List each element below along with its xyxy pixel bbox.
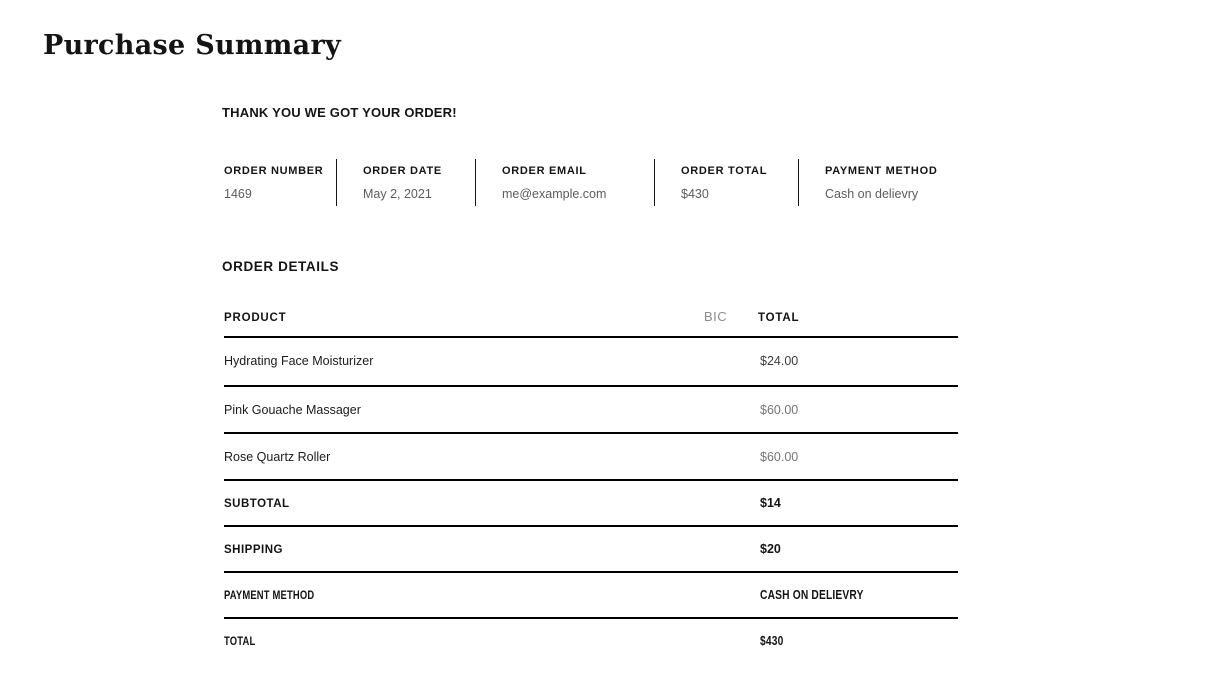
table-row: Pink Gouache Massager $60.00: [224, 387, 958, 434]
order-confirmation-message: THANK YOU WE GOT YOUR ORDER!: [222, 105, 457, 120]
payment-method-row: PAYMENT METHOD CASH ON DELIEVRY: [224, 573, 958, 619]
total-column-header: TOTAL: [758, 312, 800, 324]
stray-text: BIC: [704, 309, 728, 324]
payment-method-label: PAYMENT METHOD: [825, 165, 938, 177]
table-row: Hydrating Face Moisturizer $24.00: [224, 338, 958, 387]
subtotal-value: $14: [760, 496, 781, 510]
total-row-label: TOTAL: [224, 636, 256, 648]
order-total-value: $430: [681, 187, 709, 201]
subtotal-row: SUBTOTAL $14: [224, 481, 958, 527]
order-info-strip: ORDER NUMBER 1469 ORDER DATE May 2, 2021…: [224, 159, 968, 206]
order-details-heading: ORDER DETAILS: [222, 259, 340, 274]
order-email-label: ORDER EMAIL: [502, 165, 587, 177]
product-name: Rose Quartz Roller: [224, 450, 331, 464]
product-name: Hydrating Face Moisturizer: [224, 354, 374, 368]
order-info-payment-method: PAYMENT METHOD Cash on delievry: [798, 159, 968, 206]
page-title: Purchase Summary: [43, 30, 341, 61]
product-column-header: PRODUCT: [224, 312, 287, 324]
product-name: Pink Gouache Massager: [224, 403, 361, 417]
order-email-value: me@example.com: [502, 187, 607, 201]
table-row: Rose Quartz Roller $60.00: [224, 434, 958, 481]
shipping-value: $20: [760, 542, 781, 556]
order-info-total: ORDER TOTAL $430: [654, 159, 798, 206]
order-info-email: ORDER EMAIL me@example.com: [475, 159, 654, 206]
order-details-table: PRODUCT BIC TOTAL Hydrating Face Moistur…: [224, 300, 958, 665]
subtotal-label: SUBTOTAL: [224, 498, 290, 510]
total-row-value: $430: [760, 634, 784, 648]
order-info-number: ORDER NUMBER 1469: [224, 159, 336, 206]
product-price: $60.00: [760, 450, 799, 464]
table-header-row: PRODUCT BIC TOTAL: [224, 300, 958, 338]
order-date-value: May 2, 2021: [363, 187, 432, 201]
product-price: $60.00: [760, 403, 799, 417]
order-number-value: 1469: [224, 187, 252, 201]
payment-method-value: Cash on delievry: [825, 187, 919, 201]
order-total-label: ORDER TOTAL: [681, 165, 768, 177]
shipping-row: SHIPPING $20: [224, 527, 958, 573]
order-number-label: ORDER NUMBER: [224, 165, 324, 177]
payment-method-row-label: PAYMENT METHOD: [224, 590, 315, 602]
payment-method-row-value: CASH ON DELIEVRY: [760, 588, 864, 602]
shipping-label: SHIPPING: [224, 544, 283, 556]
product-price: $24.00: [760, 354, 799, 368]
total-row: TOTAL $430: [224, 619, 958, 665]
order-date-label: ORDER DATE: [363, 165, 442, 177]
order-info-date: ORDER DATE May 2, 2021: [336, 159, 475, 206]
